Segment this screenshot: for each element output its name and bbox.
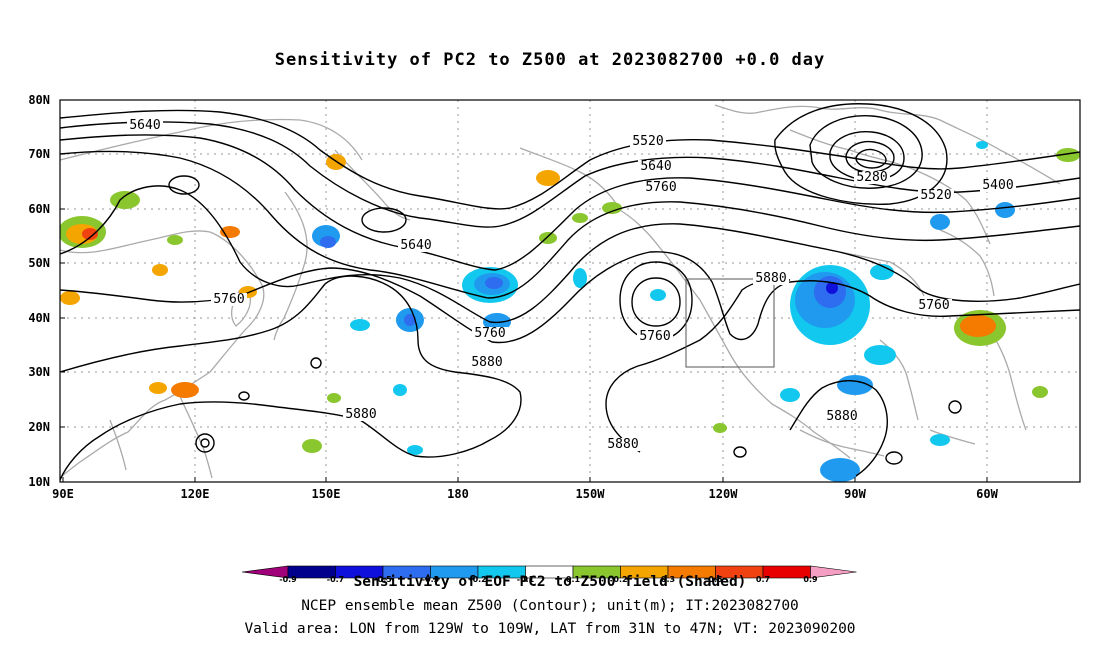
caption-valid-area: Valid area: LON from 129W to 109W, LAT f… [244,621,856,637]
longitude-tick-labels: 90E 120E 150E 180 150W 120W 90W 60W [52,477,999,501]
lon-tick-label: 60W [976,487,998,501]
chart-title: Sensitivity of PC2 to Z500 at 2023082700… [274,50,826,70]
contour-label-bg [854,171,890,184]
contour-label: 5760 [213,292,244,307]
contour-label: 5760 [639,329,670,344]
colorbar-tick-label: -0.1 [517,575,535,584]
colorbar-tick-label: 0.1 [566,575,581,584]
map-frame [59,99,1081,483]
map-plot-area [60,100,1080,482]
caption-shading: Sensitivity of EOF PC2 to Z500 field (Sh… [353,574,747,590]
colorbar-tick-label: -0.3 [422,575,440,584]
z500-contours [60,103,1080,481]
contour-label-bg [472,327,508,340]
contour-label: 5880 [345,407,376,422]
lat-tick-label: 70N [28,147,50,161]
colorbar-tick-label: -0.2 [469,575,487,584]
contour-label-bg [211,293,247,306]
contour-label: 5880 [826,409,857,424]
contour-label-bg [605,438,641,451]
contour-label-bg [398,239,434,252]
lat-tick-label: 60N [28,202,50,216]
colorbar-tick-label: -0.9 [279,575,297,584]
contour-label: 5880 [607,437,638,452]
contour-label-bg [630,135,666,148]
lat-tick-label: 20N [28,420,50,434]
lon-tick-label: 150W [576,487,606,501]
lon-tick-label: 180 [447,487,469,501]
contour-label: 5280 [856,170,887,185]
contour-label-bg [637,330,673,343]
contour-label-bg [753,272,789,285]
colorbar: -0.9 -0.7 -0.5 -0.3 -0.2 -0.1 0.1 0.2 0.3 0.5 0.7 0… [241,565,857,584]
contour-label: 5520 [920,188,951,203]
colorbar-tick-label: 0.9 [803,575,818,584]
contour-label-bg [127,119,163,132]
lat-tick-label: 40N [28,311,50,325]
lat-tick-label: 10N [28,475,50,489]
lon-tick-label: 120E [181,487,210,501]
contour-label-bg [643,181,679,194]
lon-tick-label: 120W [709,487,739,501]
contour-label-bg [343,408,379,421]
lon-tick-label: 90E [52,487,74,501]
lat-tick-label: 50N [28,256,50,270]
contour-label: 5880 [755,271,786,286]
colorbar-tick-label: -0.5 [374,575,392,584]
colorbar-tick-label: -0.7 [327,575,345,584]
contour-label-bg [918,189,954,202]
contour-label-bg [824,410,860,423]
contour-label: 5640 [640,159,671,174]
contour-label: 5640 [400,238,431,253]
colorbar-tick-label: 0.7 [756,575,770,584]
colorbar-tick-label: 0.5 [708,575,723,584]
colorbar-max-arrow [810,565,857,579]
contour-label: 5520 [632,134,663,149]
contour-label-bg [469,356,505,369]
lat-tick-label: 30N [28,365,50,379]
contour-label: 5880 [471,355,502,370]
contour-label: 5640 [129,118,160,133]
contour-label: 5760 [474,326,505,341]
contour-label: 5760 [645,180,676,195]
valid-area-box [685,278,775,368]
contour-label-bg [916,299,952,312]
contour-labels: 5640 5520 5640 5760 5280 5520 5400 5640 5760 5760… [127,118,1016,452]
lon-tick-label: 150E [312,487,341,501]
contour-label: 5400 [982,178,1013,193]
coastlines [60,104,1061,479]
latitude-tick-labels: 80N 70N 60N 50N 40N 30N 20N 10N [28,93,65,489]
colorbar-tick-label: 0.3 [661,575,675,584]
contour-label-bg [638,160,674,173]
contour-label: 5760 [918,298,949,313]
contour-label-bg [980,179,1016,192]
caption-contour: NCEP ensemble mean Z500 (Contour); unit(… [301,598,799,614]
lat-tick-label: 80N [28,93,50,107]
colorbar-tick-label: 0.2 [613,575,627,584]
lon-tick-label: 90W [844,487,866,501]
